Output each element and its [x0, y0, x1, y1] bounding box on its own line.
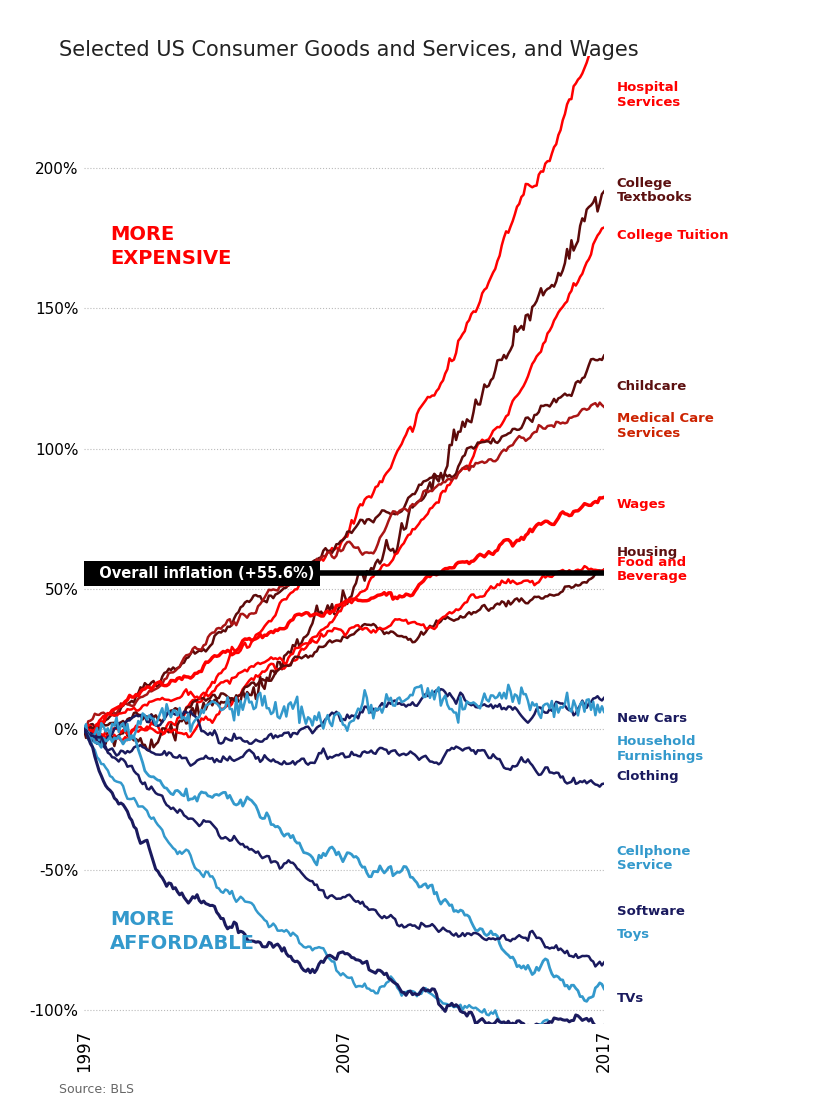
- Text: Food and
Beverage: Food and Beverage: [617, 555, 687, 583]
- Text: Household
Furnishings: Household Furnishings: [617, 736, 704, 762]
- Text: Cellphone
Service: Cellphone Service: [617, 845, 691, 873]
- Text: TVs: TVs: [617, 992, 644, 1005]
- Text: New Cars: New Cars: [617, 711, 687, 725]
- Text: Clothing: Clothing: [617, 770, 680, 784]
- Text: Wages: Wages: [617, 499, 666, 511]
- Text: Toys: Toys: [617, 927, 649, 940]
- Text: Childcare: Childcare: [617, 381, 687, 393]
- Text: Software: Software: [617, 905, 685, 918]
- Text: Selected US Consumer Goods and Services, and Wages: Selected US Consumer Goods and Services,…: [59, 40, 638, 60]
- Text: College
Textbooks: College Textbooks: [617, 177, 692, 204]
- Text: Hospital
Services: Hospital Services: [617, 81, 680, 109]
- Text: Medical Care
Services: Medical Care Services: [617, 413, 713, 440]
- Text: MORE
AFFORDABLE: MORE AFFORDABLE: [110, 910, 255, 953]
- Text: Source: BLS: Source: BLS: [59, 1083, 133, 1096]
- Text: College Tuition: College Tuition: [617, 229, 728, 242]
- Text: Housing: Housing: [617, 546, 678, 559]
- Text: MORE
EXPENSIVE: MORE EXPENSIVE: [110, 225, 232, 268]
- Text: Overall inflation (+55.6%): Overall inflation (+55.6%): [89, 565, 315, 581]
